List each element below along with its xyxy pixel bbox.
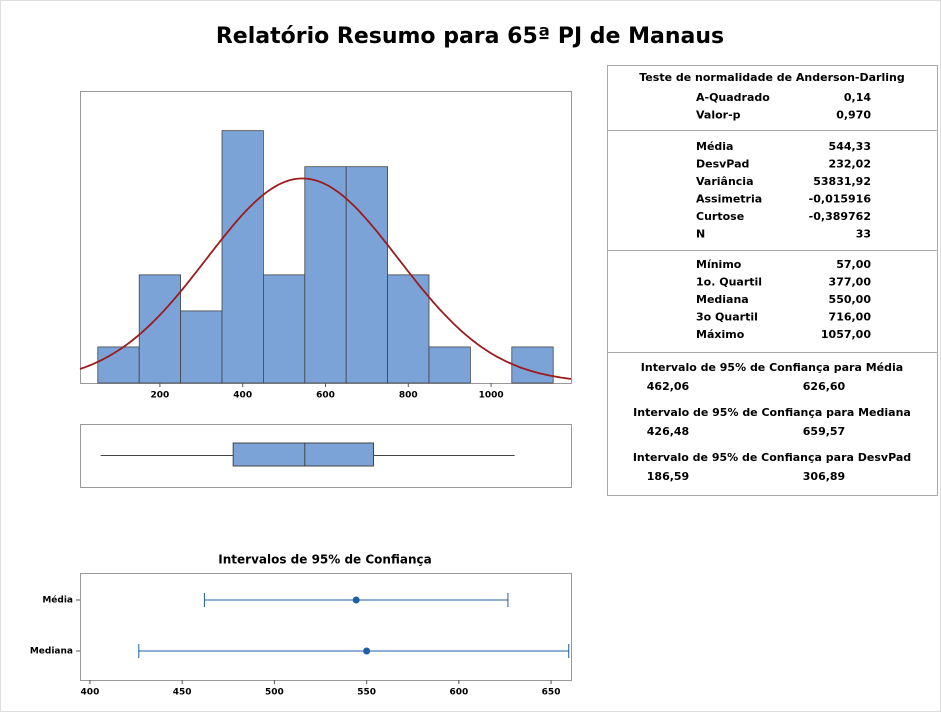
- x-tick-label: 650: [542, 688, 561, 698]
- bar: [511, 346, 554, 384]
- stat-value: 1057,00: [821, 328, 871, 341]
- interval-high: 306,89: [803, 470, 845, 483]
- stat-value: 377,00: [829, 276, 872, 289]
- bar: [221, 130, 264, 384]
- interval-heading: Intervalo de 95% de Confiança para Média: [641, 361, 903, 374]
- interval-heading: Intervalo de 95% de Confiança para Media…: [633, 406, 911, 419]
- stat-value: 0,14: [844, 91, 871, 104]
- x-tick-label: 800: [399, 391, 418, 401]
- stat-value: 33: [856, 228, 871, 241]
- stat-label: Curtose: [696, 210, 744, 223]
- stat-value: 544,33: [829, 140, 871, 153]
- stat-value: 232,02: [829, 158, 871, 171]
- box: [232, 442, 375, 467]
- bar: [387, 274, 430, 384]
- interval-low: 186,59: [647, 470, 689, 483]
- bar: [97, 346, 140, 384]
- stat-value: -0,015916: [809, 193, 872, 206]
- interval-low: 426,48: [647, 425, 689, 438]
- plot-frame: [80, 573, 572, 681]
- x-tick-label: 400: [233, 391, 252, 401]
- stat-label: Valor-p: [696, 109, 741, 122]
- stat-label: A-Quadrado: [696, 91, 770, 104]
- interval-high: 626,60: [803, 380, 846, 393]
- x-tick-label: 600: [449, 688, 468, 698]
- report-title: Relatório Resumo para 65ª PJ de Manaus: [216, 24, 724, 49]
- x-tick-label: 400: [81, 688, 100, 698]
- stat-value: 57,00: [836, 258, 871, 271]
- x-tick-label: 1000: [479, 391, 504, 401]
- bar: [180, 310, 223, 384]
- bar: [345, 166, 388, 384]
- stat-label: DesvPad: [696, 158, 749, 171]
- bar: [263, 274, 306, 384]
- stat-label: 3o Quartil: [696, 311, 758, 324]
- stat-label: Mediana: [696, 293, 749, 306]
- interval-heading: Intervalo de 95% de Confiança para DesvP…: [633, 451, 911, 464]
- x-tick-label: 600: [316, 391, 335, 401]
- stat-label: Variância: [696, 175, 754, 188]
- x-tick-label: 550: [357, 688, 376, 698]
- bar: [304, 166, 347, 384]
- stats-heading: Teste de normalidade de Anderson-Darling: [639, 71, 904, 84]
- stat-value: -0,389762: [809, 210, 871, 223]
- interval-title: Intervalos de 95% de Confiança: [218, 553, 431, 567]
- x-tick-label: 200: [151, 391, 170, 401]
- stat-label: N: [696, 228, 705, 241]
- plot-frame: [80, 424, 572, 488]
- stat-value: 550,00: [829, 293, 872, 306]
- normal-curve: [79, 177, 572, 380]
- point: [352, 596, 360, 604]
- y-tick-label: Média: [42, 595, 73, 606]
- stats-frame: [607, 65, 938, 496]
- stat-value: 0,970: [836, 109, 871, 122]
- y-tick-label: Mediana: [30, 647, 73, 657]
- point: [363, 647, 371, 655]
- stat-label: Máximo: [696, 328, 745, 341]
- x-tick-label: 450: [173, 688, 192, 698]
- stat-label: 1o. Quartil: [696, 276, 762, 289]
- stat-label: Mínimo: [696, 258, 742, 271]
- stat-label: Assimetria: [696, 193, 762, 206]
- stat-value: 53831,92: [813, 175, 871, 188]
- stat-label: Média: [696, 140, 733, 153]
- interval-high: 659,57: [803, 425, 845, 438]
- stat-value: 716,00: [829, 311, 872, 324]
- x-tick-label: 500: [265, 688, 284, 698]
- interval-low: 462,06: [647, 380, 690, 393]
- bar: [428, 346, 471, 384]
